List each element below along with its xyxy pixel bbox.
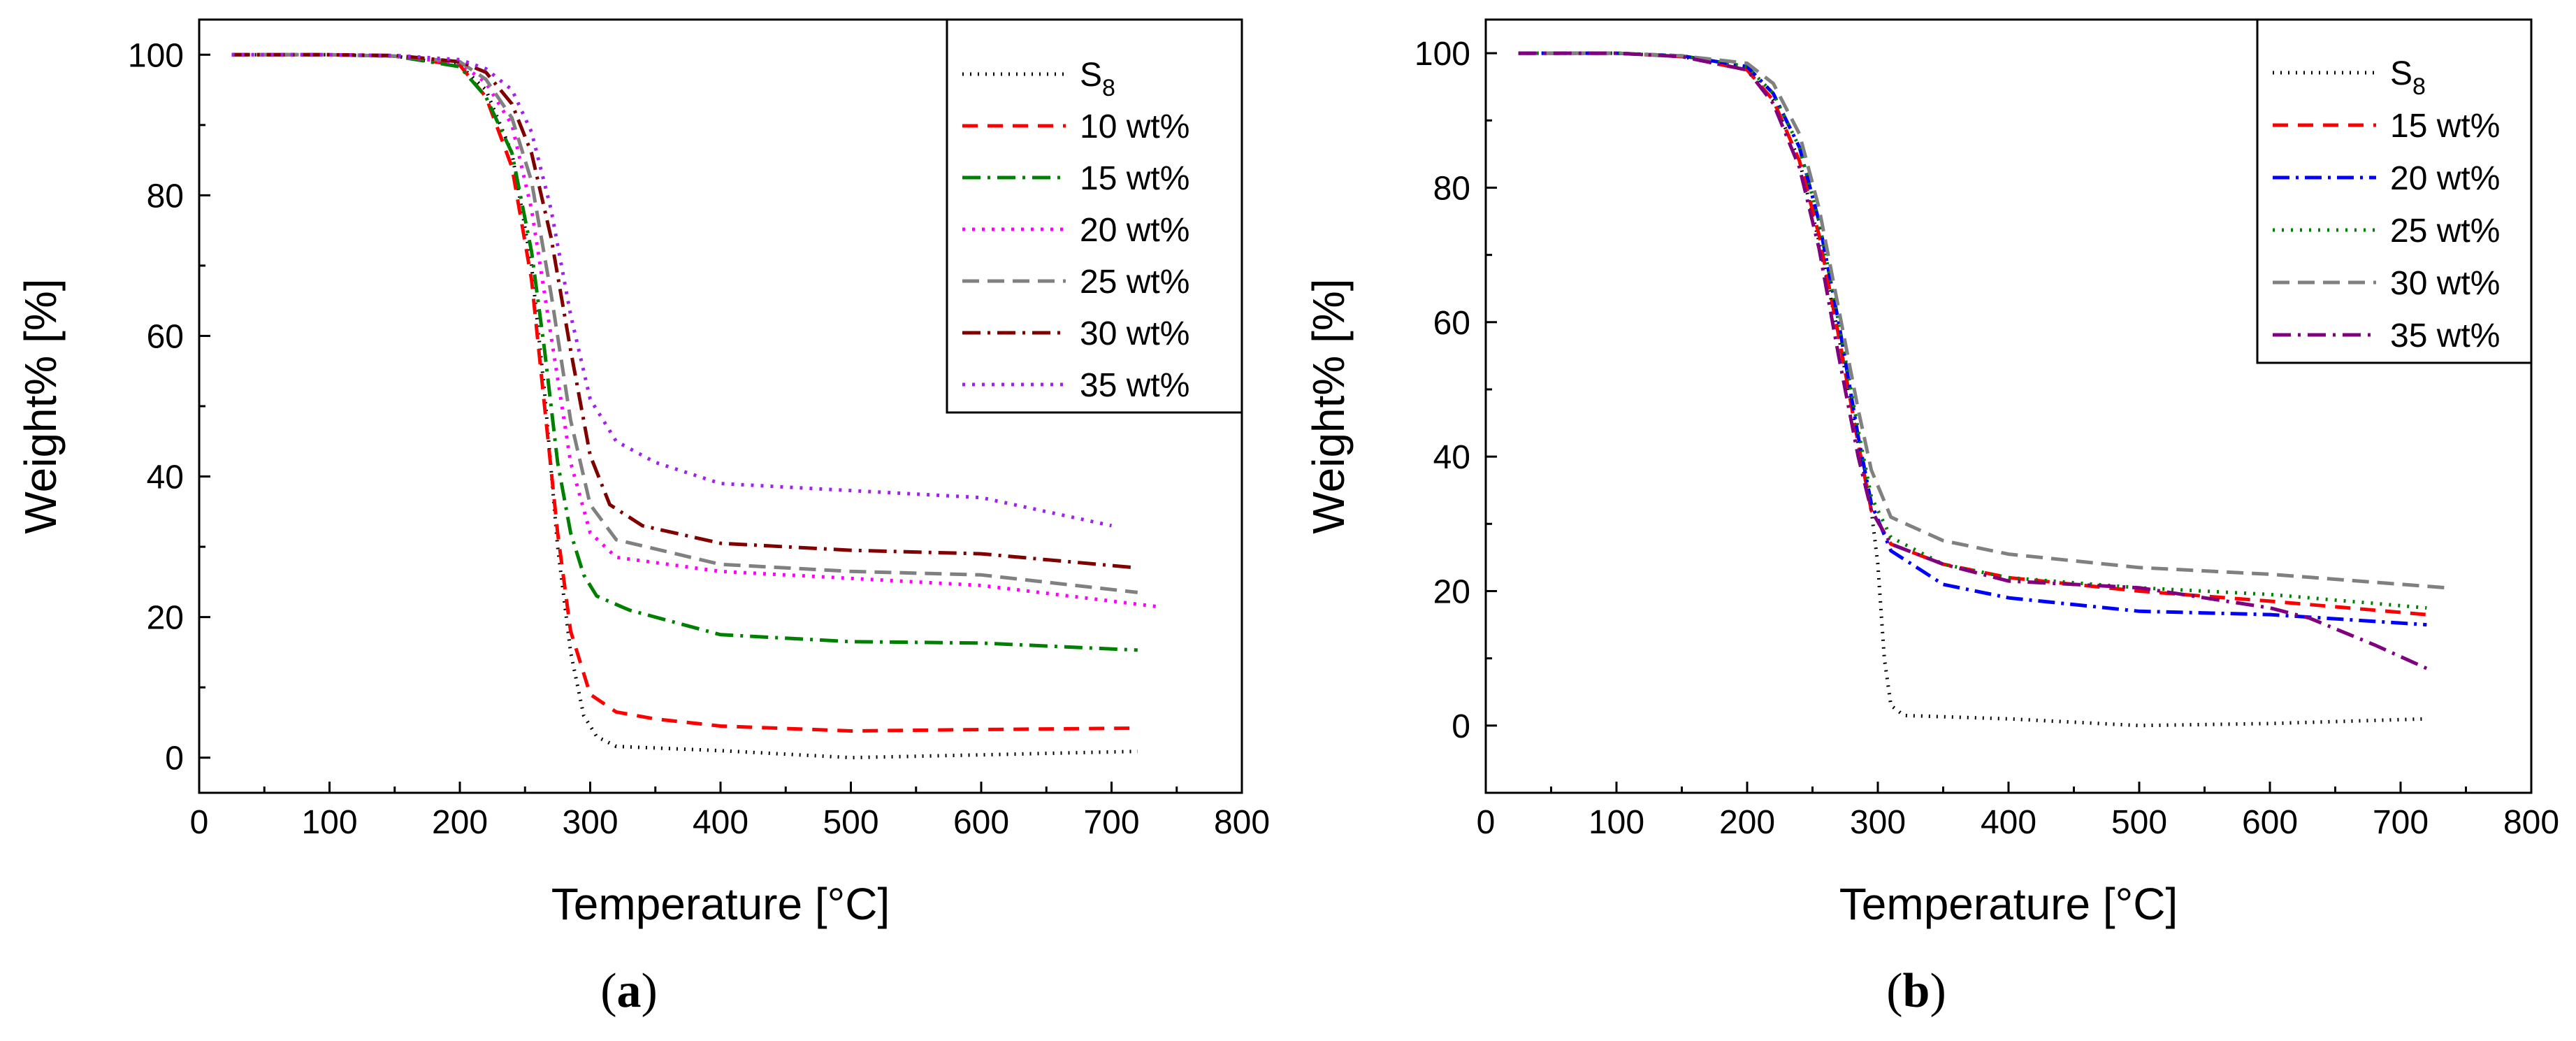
x-axis-title-b: Temperature [°C] (1839, 879, 2178, 929)
x-tick-label: 400 (1981, 804, 2036, 841)
legend-box (2256, 18, 2533, 364)
series-line-35-wt (1518, 51, 2428, 670)
y-tick-label: 0 (165, 740, 184, 777)
x-tick-label: 0 (1477, 804, 1496, 841)
x-tick-label: 700 (2373, 804, 2429, 841)
series-line-30-wt (231, 52, 1138, 570)
x-tick-label: 500 (2111, 804, 2167, 841)
legend-label: 15 wt% (2390, 108, 2500, 145)
panel-label-b: (b) (1886, 964, 1946, 1018)
x-tick-label: 800 (2503, 804, 2559, 841)
legend-label: 25 wt% (2390, 213, 2500, 250)
x-tick-label: 600 (2242, 804, 2298, 841)
x-tick-label: 300 (562, 804, 618, 841)
y-tick-label: 20 (147, 600, 184, 637)
x-tick-label: 400 (693, 804, 748, 841)
legend-label-subscript: 8 (1102, 75, 1115, 101)
y-axis-title-a: Weight% [%] (15, 278, 66, 533)
x-tick-label: 800 (1214, 804, 1270, 841)
y-tick-label: 60 (147, 318, 184, 355)
x-tick-label: 600 (953, 804, 1009, 841)
series-group-a (231, 52, 1158, 760)
legend-label: 15 wt% (1080, 160, 1189, 197)
y-tick-label: 100 (128, 37, 184, 74)
y-tick-label: 80 (147, 178, 184, 215)
legend-label: 20 wt% (2390, 160, 2500, 197)
x-tick-label: 300 (1850, 804, 1906, 841)
legend-a: S8 10 wt% 15 wt% 20 wt% 25 wt% 30 wt% 35 wt% (946, 18, 1243, 414)
y-tick-label: 80 (1433, 170, 1470, 207)
x-axis-title-a: Temperature [°C] (551, 879, 890, 929)
legend-label: 10 wt% (1080, 108, 1189, 145)
series-line-15-wt (231, 52, 1138, 652)
legend-label-main: S (1080, 57, 1102, 94)
legend-label: 35 wt% (2390, 317, 2500, 354)
tick-group-b: 0 100 200 300 400 500 600 700 800 0 20 40 60 80 100 (1414, 36, 2559, 841)
x-tick-label: 100 (1589, 804, 1644, 841)
legend-label-main: S (2390, 55, 2412, 92)
y-axis-title-b: Weight% [%] (1303, 278, 1354, 533)
x-tick-label: 200 (1719, 804, 1775, 841)
panel-letter-a: a (617, 964, 642, 1018)
legend-box (946, 18, 1243, 414)
chart-panel-a: 0 100 200 300 400 500 600 700 800 0 20 40 60 80 100 S8… (15, 18, 1270, 1018)
series-group-b (1518, 51, 2447, 728)
x-tick-label: 700 (1083, 804, 1139, 841)
legend-label: 20 wt% (1080, 212, 1189, 249)
tick-group-a: 0 100 200 300 400 500 600 700 800 0 20 40 60 80 100 (128, 37, 1270, 841)
y-tick-label: 40 (1433, 439, 1470, 476)
panel-label-a: (a) (600, 964, 658, 1018)
x-tick-label: 200 (432, 804, 488, 841)
chart-panel-b: 0 100 200 300 400 500 600 700 800 0 20 40 60 80 100 S8… (1303, 18, 2559, 1018)
legend-label: 30 wt% (2390, 265, 2500, 302)
x-tick-label: 100 (301, 804, 357, 841)
legend-b: S8 15 wt% 20 wt% 25 wt% 30 wt% 35 wt% (2256, 18, 2533, 364)
series-line-20-wt (1518, 51, 2427, 627)
y-tick-label: 40 (147, 459, 184, 496)
panel-letter-b: b (1903, 964, 1930, 1018)
legend-label: 25 wt% (1080, 264, 1189, 301)
legend-label: S8 (1080, 57, 1115, 101)
y-tick-label: 100 (1414, 36, 1470, 73)
x-tick-label: 0 (190, 804, 209, 841)
legend-label: S8 (2390, 55, 2426, 100)
legend-label-subscript: 8 (2412, 73, 2426, 100)
y-tick-label: 60 (1433, 305, 1470, 342)
legend-label: 30 wt% (1080, 315, 1189, 352)
y-tick-label: 20 (1433, 573, 1470, 610)
legend-label: 35 wt% (1080, 367, 1189, 404)
x-tick-label: 500 (823, 804, 878, 841)
y-tick-label: 0 (1452, 708, 1470, 745)
